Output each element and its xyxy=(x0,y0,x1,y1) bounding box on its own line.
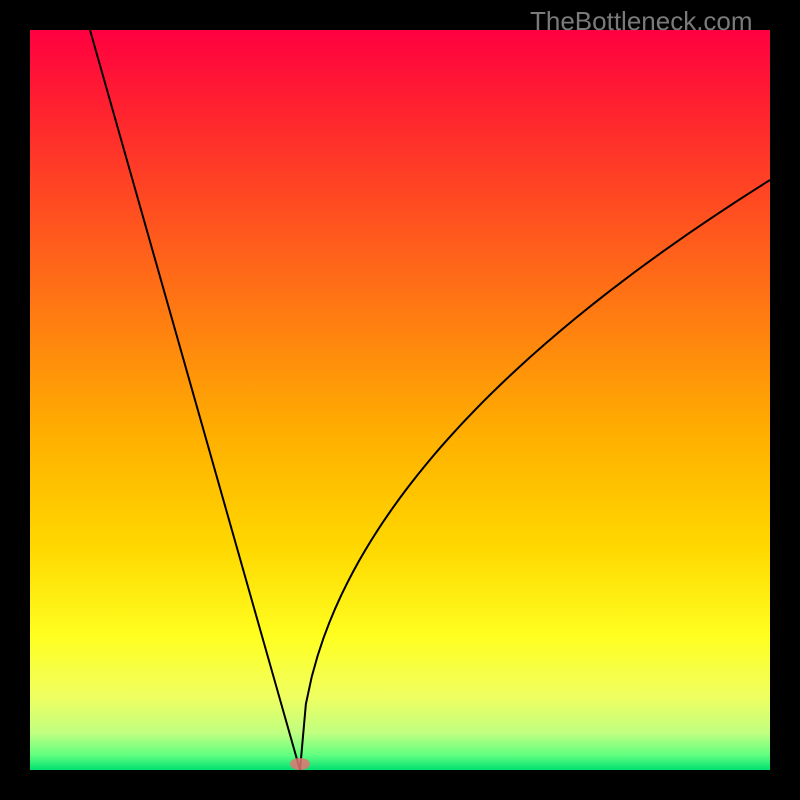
chart-plot-area xyxy=(30,30,770,770)
watermark-text: TheBottleneck.com xyxy=(530,6,753,37)
optimal-point-marker xyxy=(290,758,310,770)
bottleneck-curve xyxy=(30,30,770,770)
